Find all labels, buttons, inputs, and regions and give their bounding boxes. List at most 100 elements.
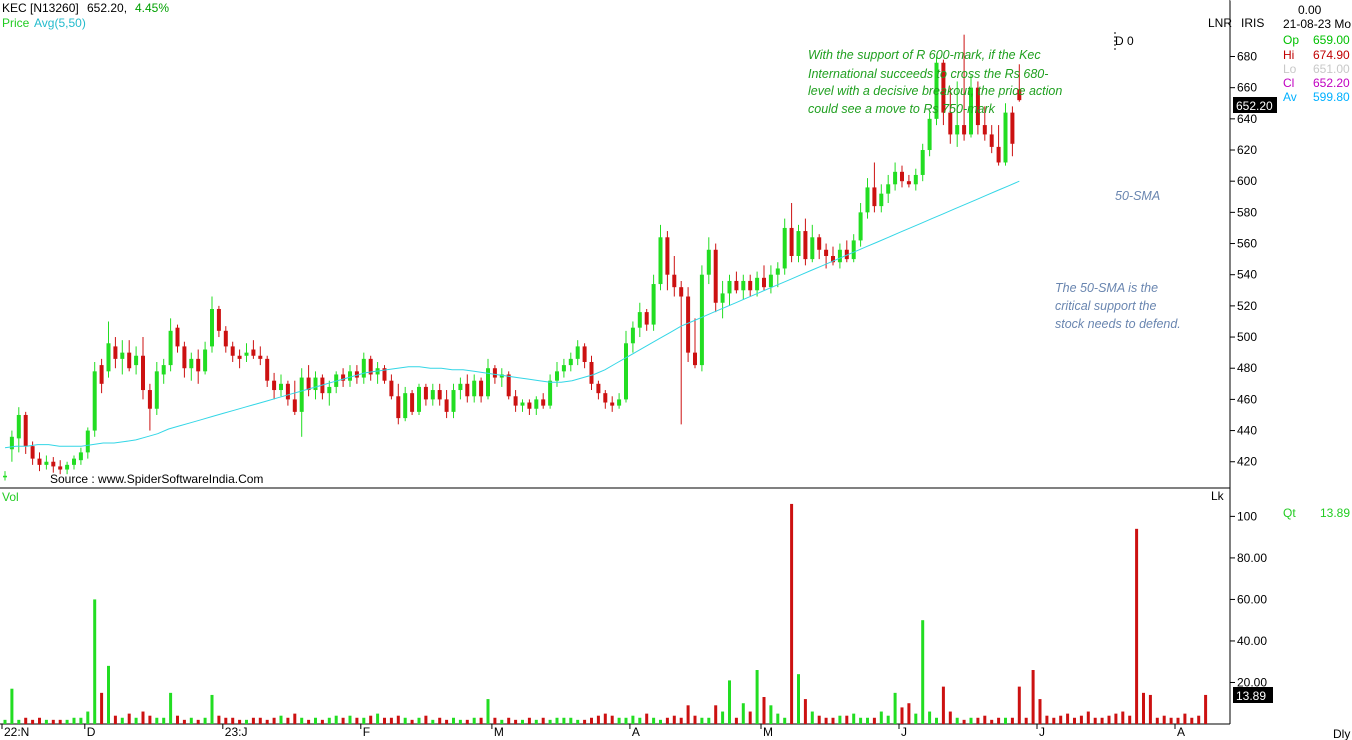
candle-body <box>589 361 594 384</box>
cursor-label: D 0 <box>1115 34 1134 48</box>
price-tick-label: 640 <box>1237 112 1257 126</box>
candle-body <box>610 402 615 406</box>
volume-bar <box>928 711 932 724</box>
candle-body <box>499 374 504 378</box>
lnr-label: LNR <box>1208 16 1232 30</box>
price-tick-label: 500 <box>1237 330 1257 344</box>
candle <box>699 265 704 372</box>
volume-bar <box>100 692 104 724</box>
volume-bar <box>983 715 987 724</box>
candle <box>610 396 615 412</box>
candle-body <box>534 399 539 409</box>
candle-body <box>396 396 401 419</box>
volume-bar <box>1093 717 1097 724</box>
candle-body <box>306 377 311 391</box>
volume-bar <box>721 711 725 724</box>
ohlc-avg-value: 599.80 <box>1313 90 1350 104</box>
candle <box>637 302 642 338</box>
candle <box>520 399 525 412</box>
volume-bar <box>458 719 462 724</box>
candle-body <box>492 368 497 378</box>
candle <box>755 271 760 297</box>
volume-bar <box>148 715 152 724</box>
candle-body <box>513 396 518 406</box>
volume-bar <box>272 717 276 724</box>
support-line-3: stock needs to defend. <box>1055 317 1181 331</box>
volume-bar <box>1010 717 1014 724</box>
volume-bar <box>438 717 442 724</box>
candle <box>361 352 366 384</box>
candle-body <box>644 312 649 325</box>
candle-body <box>251 349 256 356</box>
volume-bar <box>79 717 83 724</box>
candle-body <box>679 287 684 297</box>
legend-price: Price <box>2 16 30 30</box>
volume-unit: Lk <box>1211 489 1225 503</box>
candle-body <box>748 280 753 291</box>
volume-bar <box>31 719 35 724</box>
candle <box>741 274 746 300</box>
candle-body <box>796 231 801 256</box>
candle-body <box>948 112 953 135</box>
header-price: 652.20, <box>87 1 127 15</box>
candle-body <box>520 402 525 406</box>
volume-bar <box>631 715 635 724</box>
candle <box>196 349 201 384</box>
volume-bar <box>376 713 380 724</box>
candle-body <box>341 374 346 381</box>
volume-bar <box>203 717 207 724</box>
candle-body <box>168 330 173 366</box>
volume-bar <box>120 717 124 724</box>
volume-tag: 13.89 <box>1236 689 1266 703</box>
candle <box>85 427 90 459</box>
volume-tag-bg <box>1233 687 1273 703</box>
volume-bar <box>452 717 455 724</box>
volume-bar <box>355 717 359 724</box>
candle-body <box>327 386 332 394</box>
candle-body <box>134 355 139 366</box>
candle <box>223 326 228 353</box>
source-label: Source : www.SpiderSoftwareIndia.Com <box>50 472 263 486</box>
volume-bar <box>617 717 621 724</box>
price-tick-label: 680 <box>1237 49 1257 63</box>
volume-bar <box>396 715 400 724</box>
price-tick-label: 440 <box>1237 424 1257 438</box>
ohlc-close-value: 652.20 <box>1313 76 1350 90</box>
volume-bar <box>693 715 697 724</box>
volume-bar <box>893 692 897 724</box>
candle <box>713 243 718 313</box>
candle-body <box>817 237 822 250</box>
candle-body <box>762 277 766 288</box>
volume-bar <box>879 711 883 724</box>
candle <box>230 341 235 362</box>
x-tick-label: D <box>87 725 96 739</box>
volume-bar <box>1052 717 1056 724</box>
candle-body <box>72 458 76 465</box>
candle <box>458 377 463 400</box>
candle <box>168 318 173 372</box>
candle-body <box>30 446 35 459</box>
volume-bar <box>527 717 531 724</box>
candle-body <box>920 150 925 175</box>
volume-bar <box>914 713 918 724</box>
volume-bar <box>1066 713 1070 724</box>
volume-bar <box>596 715 600 724</box>
volume-bar <box>210 694 214 724</box>
price-tick-label: 580 <box>1237 205 1257 219</box>
candle <box>679 280 684 425</box>
volume-bar <box>741 703 745 724</box>
candle-body <box>78 452 83 461</box>
volume-bar <box>113 715 117 724</box>
candle <box>313 371 318 400</box>
volume-bar <box>348 715 352 724</box>
candle <box>844 240 849 263</box>
candle <box>410 390 415 415</box>
candle-body <box>361 358 366 378</box>
x-tick-label: F <box>363 725 370 739</box>
candle <box>810 224 815 263</box>
candle-body <box>555 371 559 381</box>
volume-bar <box>127 713 131 724</box>
volume-bar <box>424 715 428 724</box>
volume-bar <box>1107 715 1111 724</box>
